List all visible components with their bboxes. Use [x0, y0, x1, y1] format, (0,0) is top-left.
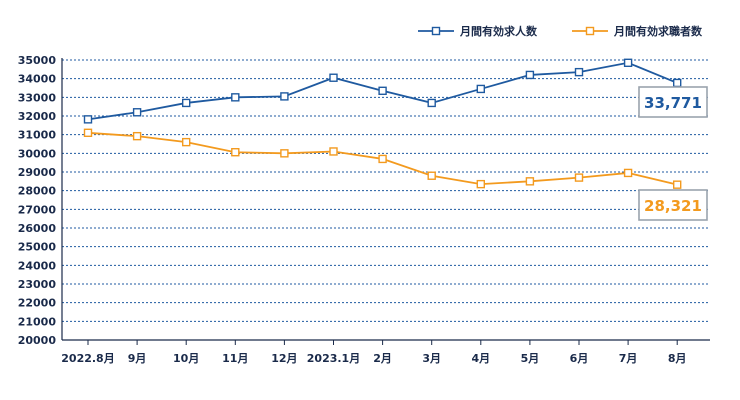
x-tick-label: 11月	[222, 352, 248, 365]
grid-layer	[62, 59, 710, 322]
data-point	[623, 58, 633, 67]
y-tick-label: 28000	[18, 185, 57, 198]
axis-layer: 35000 34000 33000 32000 31000 30000 29000 28000…	[18, 54, 710, 365]
data-point	[231, 148, 240, 157]
y-tick-label: 34000	[18, 73, 57, 86]
legend-label: 月間有効求人数	[459, 24, 538, 38]
y-tick-label: 33000	[18, 91, 57, 104]
data-point	[231, 93, 240, 102]
callouts: 33,771 28,321	[638, 86, 708, 221]
data-point	[574, 173, 584, 182]
data-point	[280, 149, 289, 158]
x-tick-label: 7月	[619, 352, 638, 365]
data-point	[181, 98, 191, 108]
legend-swatch-marker	[431, 26, 441, 36]
callout-value: 33,771	[644, 94, 702, 112]
data-point	[378, 154, 387, 164]
x-tick-label: 4月	[471, 352, 490, 365]
y-tick-label: 23000	[18, 278, 57, 291]
data-point	[378, 86, 387, 96]
data-point	[574, 67, 584, 77]
data-point	[329, 147, 338, 156]
y-tick-label: 27000	[18, 203, 57, 216]
y-tick-label: 30000	[18, 147, 57, 160]
data-point	[427, 171, 436, 180]
data-point	[181, 137, 191, 147]
y-tick-label: 21000	[18, 315, 57, 328]
x-tick-label: 2月	[373, 352, 392, 365]
y-tick-label: 25000	[18, 241, 57, 254]
y-tick-label: 31000	[18, 129, 57, 142]
callout-box	[638, 86, 708, 118]
series-layer	[83, 58, 682, 189]
y-tick-label: 35000	[18, 54, 57, 67]
x-tick-label: 8月	[668, 352, 687, 365]
data-point	[525, 177, 535, 186]
data-point	[623, 168, 633, 178]
y-tick-label: 32000	[18, 110, 57, 123]
legend-swatch-marker	[585, 26, 595, 36]
data-point	[525, 70, 535, 80]
data-point	[280, 92, 289, 101]
x-tick-label: 3月	[422, 352, 441, 365]
x-tick-label: 6月	[570, 352, 589, 365]
x-tick-label: 10月	[173, 352, 199, 365]
x-tick-label: 2022.8月	[61, 352, 114, 365]
x-tick-label: 9月	[128, 352, 147, 365]
y-tick-label: 29000	[18, 166, 57, 179]
x-tick-label: 2023.1月	[307, 352, 360, 365]
y-tick-label: 26000	[18, 222, 57, 235]
data-point	[132, 131, 142, 141]
data-point	[427, 98, 436, 108]
data-point	[476, 179, 485, 189]
callout-box	[638, 189, 708, 221]
data-point	[132, 108, 142, 117]
data-point	[329, 73, 338, 82]
y-tick-label: 24000	[18, 259, 57, 272]
callout-value: 28,321	[644, 197, 702, 215]
x-tick-label: 5月	[521, 352, 540, 365]
data-point	[673, 180, 682, 189]
legend: 月間有効求人数 月間有効求職者数	[418, 24, 703, 38]
data-point	[83, 115, 93, 124]
x-tick-label: 12月	[271, 352, 297, 365]
y-tick-label: 20000	[18, 334, 57, 347]
y-tick-label: 22000	[18, 297, 57, 310]
data-point	[673, 78, 682, 88]
data-point	[476, 84, 485, 94]
data-point	[83, 128, 93, 138]
legend-label: 月間有効求職者数	[613, 24, 703, 38]
